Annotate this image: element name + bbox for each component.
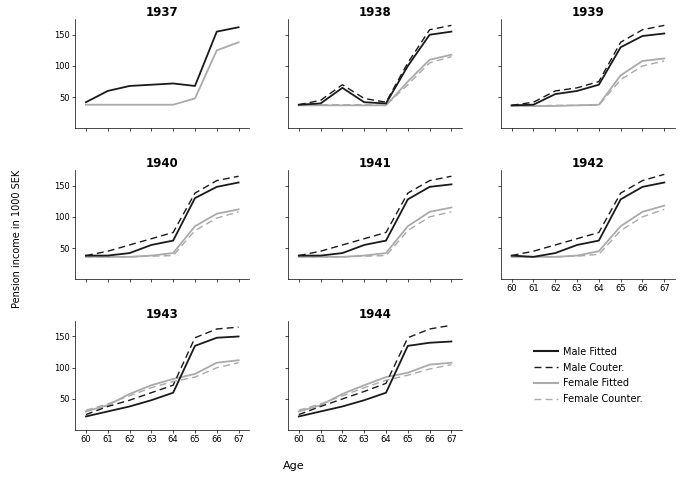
- Title: 1944: 1944: [359, 308, 391, 321]
- Text: Age: Age: [282, 461, 304, 471]
- Title: 1940: 1940: [146, 157, 179, 170]
- Title: 1941: 1941: [359, 157, 391, 170]
- Title: 1939: 1939: [572, 6, 604, 19]
- Title: 1937: 1937: [146, 6, 179, 19]
- Legend: Male Fitted, Male Couter., Female Fitted, Female Counter.: Male Fitted, Male Couter., Female Fitted…: [530, 343, 647, 408]
- Title: 1938: 1938: [359, 6, 391, 19]
- Title: 1942: 1942: [572, 157, 604, 170]
- Title: 1943: 1943: [146, 308, 179, 321]
- Text: Pension income in 1000 SEK: Pension income in 1000 SEK: [12, 170, 22, 308]
